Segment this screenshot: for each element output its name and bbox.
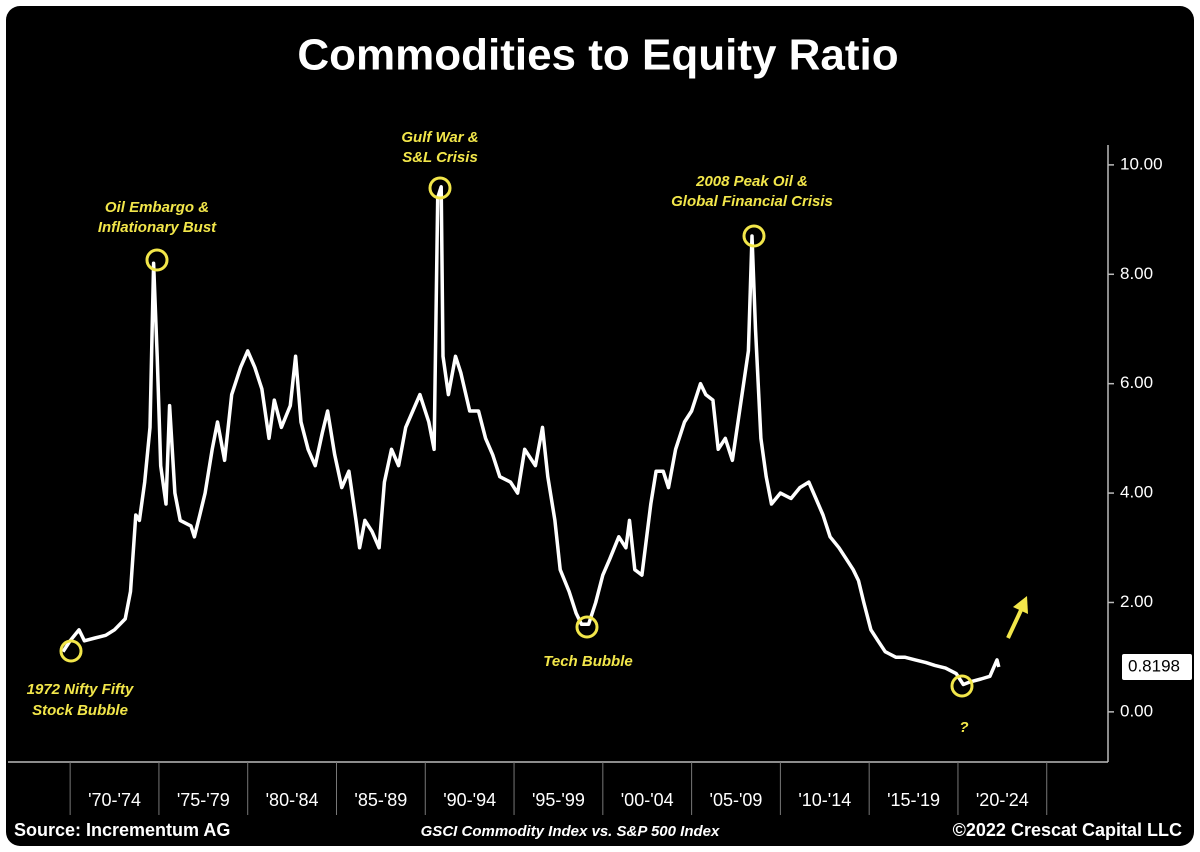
last-value-box [1122, 654, 1192, 681]
x-tick-label: '05-'09 [710, 790, 763, 810]
annotation: ? [959, 719, 968, 736]
annotation: Global Financial Crisis [671, 193, 833, 210]
y-tick-label: 10.00 [1120, 154, 1163, 173]
y-tick-label: 0.00 [1120, 701, 1153, 720]
credit: ©2022 Crescat Capital LLC [953, 820, 1182, 840]
y-tick-label: 2.00 [1120, 592, 1153, 611]
annotation-ring [575, 615, 599, 639]
annotation-ring [950, 674, 974, 698]
annotation: Inflationary Bust [98, 219, 217, 236]
x-tick-label: '20-'24 [976, 790, 1029, 810]
annotation: Stock Bubble [32, 702, 128, 719]
plot-area [61, 185, 1001, 687]
y-tick-label: 4.00 [1120, 483, 1153, 502]
annotations: Oil Embargo & Inflationary Bust Gulf War… [27, 129, 1028, 736]
chart-title: Commodities to Equity Ratio [297, 31, 898, 80]
annotation: S&L Crisis [402, 149, 478, 166]
annotation: 1972 Nifty Fifty [27, 681, 134, 698]
annotation: 2008 Peak Oil & [695, 173, 808, 190]
annotation-ring [145, 248, 169, 272]
x-tick-label: '10-'14 [798, 790, 851, 810]
x-tick-label: '70-'74 [88, 790, 141, 810]
x-tick-label: '80-'84 [266, 790, 319, 810]
y-tick-label: 6.00 [1120, 373, 1153, 392]
x-tick-label: '85-'89 [354, 790, 407, 810]
annotation-ring [742, 224, 766, 248]
arrow-shaft [1006, 607, 1024, 639]
annotation: Gulf War & [401, 129, 478, 146]
annotation: Tech Bubble [543, 653, 632, 670]
annotation: Oil Embargo & [105, 199, 209, 216]
chart-panel [6, 6, 1194, 846]
y-tick-label: 8.00 [1120, 264, 1153, 283]
last-value-label: 0.8198 [1128, 657, 1180, 676]
x-tick-label: '00-'04 [621, 790, 674, 810]
x-tick-label: '90-'94 [443, 790, 496, 810]
subtitle: GSCI Commodity Index vs. S&P 500 Index [421, 823, 720, 840]
annotation-ring [428, 176, 452, 200]
source: Source: Incrementum AG [14, 820, 230, 840]
x-tick-label: '75-'79 [177, 790, 230, 810]
arrow-head [1013, 596, 1028, 614]
data-line [61, 185, 1001, 687]
x-tick-label: '15-'19 [887, 790, 940, 810]
x-tick-label: '95-'99 [532, 790, 585, 810]
annotation-ring [59, 639, 83, 663]
